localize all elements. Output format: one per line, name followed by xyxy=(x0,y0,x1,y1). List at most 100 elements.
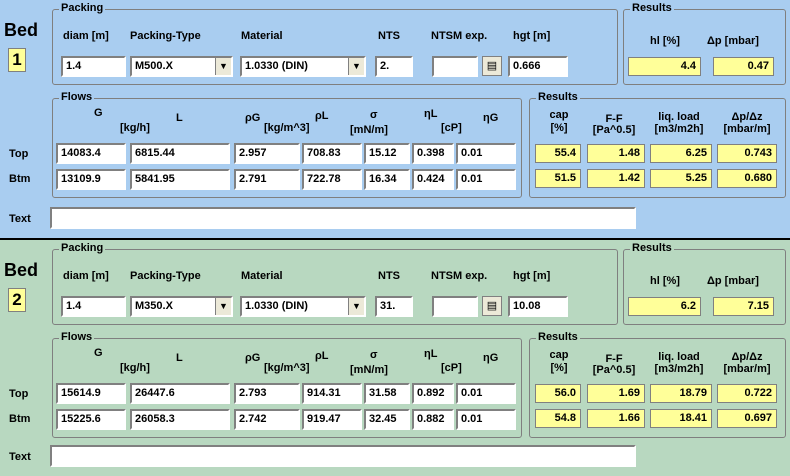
top-etag-input[interactable]: 0.01 xyxy=(456,383,516,404)
top-liq-value: 6.25 xyxy=(650,144,712,163)
dp-value: 7.15 xyxy=(713,297,774,316)
top-etag-input[interactable]: 0.01 xyxy=(456,143,516,164)
top-sigma-input[interactable]: 31.58 xyxy=(364,383,410,404)
header-rhol: ρL xyxy=(315,110,329,122)
row-btm-label: Btm xyxy=(9,173,31,185)
btm-g-input[interactable]: 15225.6 xyxy=(56,409,126,430)
material-value: 1.0330 (DIN) xyxy=(245,60,308,72)
packing-group: Packing xyxy=(52,242,618,325)
material-value: 1.0330 (DIN) xyxy=(245,300,308,312)
bed-number: 2 xyxy=(8,288,26,312)
packing-type-select[interactable]: M350.X ▼ xyxy=(130,296,233,317)
btm-rhog-input[interactable]: 2.791 xyxy=(234,169,300,190)
diam-input[interactable]: 1.4 xyxy=(61,56,126,77)
diam-input[interactable]: 1.4 xyxy=(61,296,126,317)
btm-ff-value: 1.66 xyxy=(587,409,645,428)
results-summary-title: Results xyxy=(630,2,674,14)
row-top-label: Top xyxy=(9,388,29,400)
hgt-label: hgt [m] xyxy=(513,30,551,42)
top-rhog-input[interactable]: 2.793 xyxy=(234,383,300,404)
header-ff-unit: [Pa^0.5] xyxy=(592,364,636,376)
btm-g-input[interactable]: 13109.9 xyxy=(56,169,126,190)
btm-etag-input[interactable]: 0.01 xyxy=(456,409,516,430)
ntsm-input[interactable] xyxy=(432,296,478,317)
top-l-input[interactable]: 26447.6 xyxy=(130,383,230,404)
btm-etal-input[interactable]: 0.882 xyxy=(412,409,454,430)
material-label: Material xyxy=(241,30,283,42)
header-etag: ηG xyxy=(483,112,499,124)
btm-etag-input[interactable]: 0.01 xyxy=(456,169,516,190)
header-liq-unit: [m3/m2h] xyxy=(654,363,704,375)
top-sigma-input[interactable]: 15.12 xyxy=(364,143,410,164)
top-g-input[interactable]: 14083.4 xyxy=(56,143,126,164)
nts-input[interactable]: 31. xyxy=(375,296,413,317)
header-rhol: ρL xyxy=(315,350,329,362)
document-icon[interactable]: ▤ xyxy=(482,56,502,76)
btm-cap-value: 51.5 xyxy=(535,169,581,188)
btm-rhog-input[interactable]: 2.742 xyxy=(234,409,300,430)
chevron-down-icon[interactable]: ▼ xyxy=(215,58,231,75)
header-cap-unit: [%] xyxy=(550,122,568,134)
hl-label: hl [%] xyxy=(650,275,680,287)
btm-sigma-input[interactable]: 32.45 xyxy=(364,409,410,430)
results-summary-group: Results xyxy=(623,2,786,85)
ntsm-label: NTSM exp. xyxy=(431,30,488,42)
top-g-input[interactable]: 15614.9 xyxy=(56,383,126,404)
hl-value: 4.4 xyxy=(628,57,701,76)
document-icon[interactable]: ▤ xyxy=(482,296,502,316)
flows-group-title: Flows xyxy=(59,91,95,103)
chevron-down-icon[interactable]: ▼ xyxy=(348,58,364,75)
text-label: Text xyxy=(9,213,31,225)
btm-rhol-input[interactable]: 722.78 xyxy=(302,169,362,190)
header-sigma: σ xyxy=(370,109,378,121)
top-cap-value: 56.0 xyxy=(535,384,581,403)
text-input[interactable] xyxy=(50,445,636,467)
top-rhol-input[interactable]: 708.83 xyxy=(302,143,362,164)
header-cap: cap xyxy=(549,109,569,121)
text-label: Text xyxy=(9,451,31,463)
material-select[interactable]: 1.0330 (DIN) ▼ xyxy=(240,56,366,77)
hgt-input[interactable]: 10.08 xyxy=(508,296,568,317)
header-liq: liq. load xyxy=(658,111,700,123)
header-cp: [cP] xyxy=(441,122,462,134)
results-flow-title: Results xyxy=(536,91,580,103)
btm-sigma-input[interactable]: 16.34 xyxy=(364,169,410,190)
results-summary-title: Results xyxy=(630,242,674,254)
header-rhog: ρG xyxy=(245,352,261,364)
top-cap-value: 55.4 xyxy=(535,144,581,163)
btm-l-input[interactable]: 26058.3 xyxy=(130,409,230,430)
header-liq: liq. load xyxy=(658,351,700,363)
top-rhol-input[interactable]: 914.31 xyxy=(302,383,362,404)
btm-etal-input[interactable]: 0.424 xyxy=(412,169,454,190)
top-ff-value: 1.48 xyxy=(587,144,645,163)
results-flow-group: Results xyxy=(529,331,786,438)
hgt-label: hgt [m] xyxy=(513,270,551,282)
nts-label: NTS xyxy=(378,270,400,282)
header-l: L xyxy=(176,112,183,124)
top-ff-value: 1.69 xyxy=(587,384,645,403)
hl-label: hl [%] xyxy=(650,35,680,47)
results-flow-title: Results xyxy=(536,331,580,343)
chevron-down-icon[interactable]: ▼ xyxy=(215,298,231,315)
btm-l-input[interactable]: 5841.95 xyxy=(130,169,230,190)
header-kgh: [kg/h] xyxy=(120,122,150,134)
header-l: L xyxy=(176,352,183,364)
nts-input[interactable]: 2. xyxy=(375,56,413,77)
ntsm-input[interactable] xyxy=(432,56,478,77)
header-ff-unit: [Pa^0.5] xyxy=(592,124,636,136)
top-l-input[interactable]: 6815.44 xyxy=(130,143,230,164)
material-select[interactable]: 1.0330 (DIN) ▼ xyxy=(240,296,366,317)
top-etal-input[interactable]: 0.892 xyxy=(412,383,454,404)
chevron-down-icon[interactable]: ▼ xyxy=(348,298,364,315)
packing-type-select[interactable]: M500.X ▼ xyxy=(130,56,233,77)
header-etag: ηG xyxy=(483,352,499,364)
header-cap: cap xyxy=(549,349,569,361)
btm-dpdz-value: 0.697 xyxy=(717,409,777,428)
header-liq-unit: [m3/m2h] xyxy=(654,123,704,135)
top-rhog-input[interactable]: 2.957 xyxy=(234,143,300,164)
row-top-label: Top xyxy=(9,148,29,160)
btm-rhol-input[interactable]: 919.47 xyxy=(302,409,362,430)
hgt-input[interactable]: 0.666 xyxy=(508,56,568,77)
text-input[interactable] xyxy=(50,207,636,229)
top-etal-input[interactable]: 0.398 xyxy=(412,143,454,164)
